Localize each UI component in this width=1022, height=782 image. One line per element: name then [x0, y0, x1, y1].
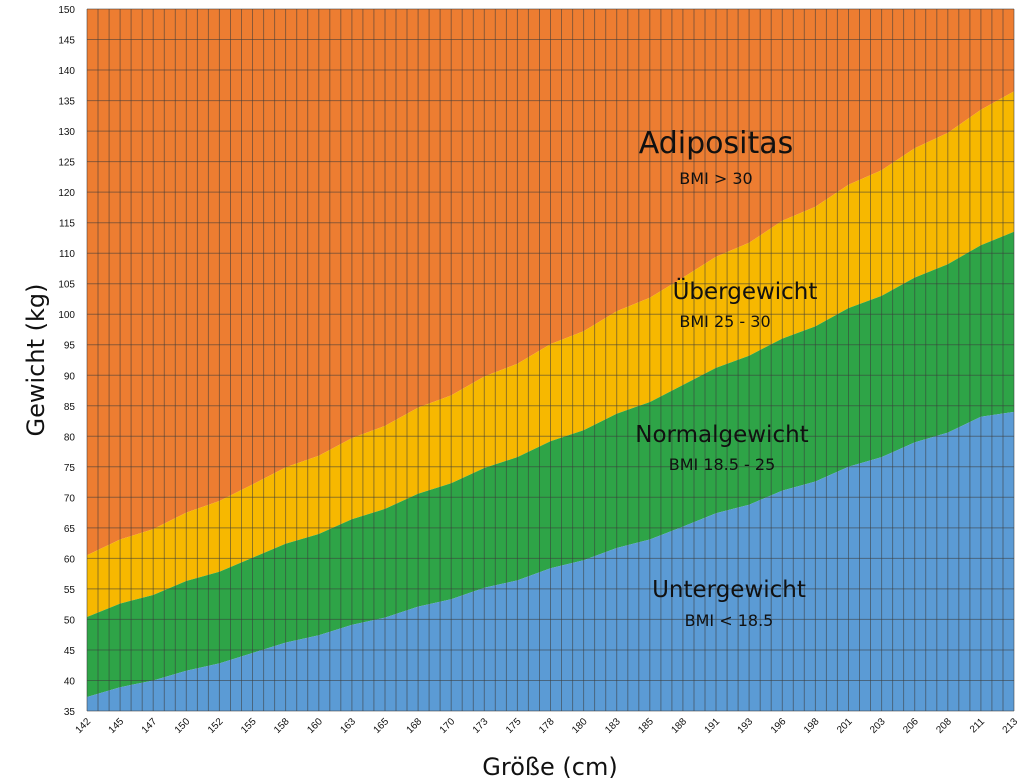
- y-tick-label: 135: [58, 97, 75, 108]
- x-tick-label: 183: [603, 716, 623, 736]
- x-tick-label: 165: [372, 716, 392, 736]
- x-tick-label: 178: [537, 716, 557, 736]
- y-tick-label: 80: [64, 432, 76, 443]
- y-tick-label: 85: [64, 402, 76, 413]
- label-untergewicht: Untergewicht: [652, 577, 806, 603]
- x-tick-label: 193: [736, 716, 756, 736]
- x-tick-label: 158: [272, 716, 292, 736]
- x-tick-label: 185: [636, 716, 656, 736]
- y-tick-label: 125: [58, 158, 75, 169]
- x-tick-label: 201: [835, 716, 855, 736]
- y-tick-label: 40: [64, 677, 76, 688]
- x-tick-label: 145: [107, 716, 127, 736]
- y-tick-label: 100: [58, 310, 75, 321]
- y-tick-label: 75: [64, 463, 76, 474]
- label-adipositas-bmi: BMI > 30: [679, 169, 752, 188]
- label-untergewicht-bmi: BMI < 18.5: [685, 611, 774, 630]
- y-tick-label: 65: [64, 524, 76, 535]
- y-tick-label: 60: [64, 554, 76, 565]
- x-tick-label: 155: [239, 716, 259, 736]
- chart-gridlines: [86, 8, 1015, 712]
- y-tick-label: 70: [64, 493, 76, 504]
- y-tick-label: 115: [59, 219, 75, 230]
- x-tick-label: 152: [206, 716, 226, 736]
- x-tick-label: 211: [968, 716, 987, 735]
- y-tick-label: 90: [64, 371, 76, 382]
- x-tick-label: 150: [173, 716, 193, 736]
- label-uebergewicht: Übergewicht: [673, 277, 818, 305]
- x-tick-label: 208: [934, 716, 954, 736]
- x-tick-label: 163: [338, 716, 358, 736]
- x-tick-label: 203: [868, 716, 888, 736]
- label-normalgewicht-bmi: BMI 18.5 - 25: [669, 455, 776, 474]
- x-tick-label: 173: [471, 716, 491, 736]
- label-adipositas: Adipositas: [639, 126, 794, 161]
- y-tick-label: 130: [58, 127, 75, 138]
- y-tick-label: 45: [64, 646, 76, 657]
- x-tick-label: 213: [1001, 716, 1021, 736]
- y-tick-label: 95: [64, 341, 76, 352]
- y-tick-label: 120: [58, 188, 75, 199]
- x-axis-ticks: 142 145 147 150 152 155 158 160 163 165 168 170 173 1…: [74, 716, 1021, 736]
- x-tick-label: 147: [140, 716, 160, 736]
- x-tick-label: 180: [570, 716, 590, 736]
- x-tick-label: 142: [74, 716, 94, 736]
- y-tick-label: 105: [58, 280, 75, 291]
- x-tick-label: 188: [669, 716, 689, 736]
- x-axis-title: Größe (cm): [482, 753, 617, 781]
- x-tick-label: 175: [504, 716, 524, 736]
- x-tick-label: 191: [703, 716, 723, 736]
- y-tick-label: 140: [58, 66, 75, 77]
- y-tick-label: 55: [64, 585, 76, 596]
- x-tick-label: 160: [305, 716, 325, 736]
- x-tick-label: 170: [438, 716, 458, 736]
- y-tick-label: 110: [59, 249, 75, 260]
- y-tick-label: 50: [64, 615, 76, 626]
- y-tick-label: 35: [64, 707, 76, 718]
- y-tick-label: 145: [58, 36, 75, 47]
- x-tick-label: 196: [769, 716, 789, 736]
- x-tick-label: 198: [802, 716, 822, 736]
- label-normalgewicht: Normalgewicht: [635, 422, 808, 448]
- x-tick-label: 168: [405, 716, 425, 736]
- y-axis-title: Gewicht (kg): [22, 284, 50, 437]
- x-tick-label: 206: [901, 716, 921, 736]
- label-uebergewicht-bmi: BMI 25 - 30: [679, 312, 770, 331]
- y-axis-ticks: 35 40 45 50 55 60 65 70 75 80 85 90 95 100 105 110 115 12…: [58, 5, 75, 718]
- y-tick-label: 150: [58, 5, 75, 16]
